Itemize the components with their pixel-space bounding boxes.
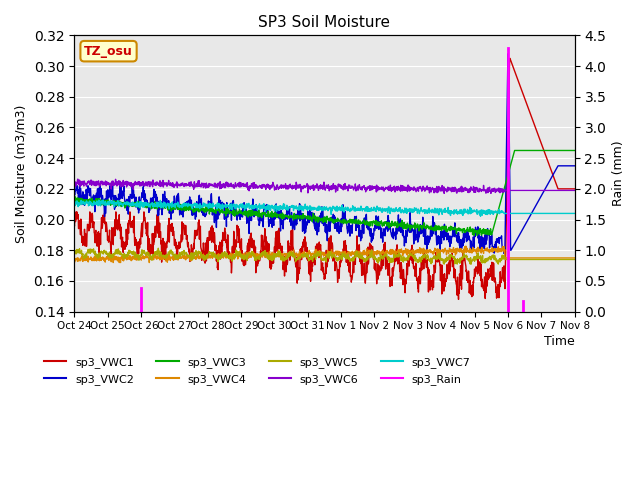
sp3_VWC7 — [283, 203, 291, 208]
sp3_VWC6 — [70, 177, 78, 183]
sp3_VWC3 — [70, 200, 78, 205]
sp3_VWC5 — [571, 257, 579, 263]
Line: sp3_VWC4: sp3_VWC4 — [74, 246, 575, 263]
sp3_VWC3 — [109, 200, 116, 206]
sp3_VWC6 — [487, 191, 495, 196]
sp3_VWC5 — [283, 256, 291, 262]
sp3_VWC2 — [109, 193, 116, 199]
Legend: sp3_VWC1, sp3_VWC2, sp3_VWC3, sp3_VWC4, sp3_VWC5, sp3_VWC6, sp3_VWC7, sp3_Rain: sp3_VWC1, sp3_VWC2, sp3_VWC3, sp3_VWC4, … — [40, 353, 475, 389]
sp3_VWC2 — [70, 187, 78, 193]
sp3_VWC5 — [440, 261, 448, 267]
sp3_VWC2 — [293, 221, 301, 227]
sp3_VWC3 — [571, 147, 579, 153]
sp3_VWC2 — [302, 222, 310, 228]
sp3_VWC4 — [109, 260, 117, 265]
Line: sp3_VWC2: sp3_VWC2 — [74, 54, 575, 253]
sp3_VWC1 — [454, 297, 462, 302]
sp3_VWC4 — [462, 243, 470, 249]
sp3_VWC4 — [70, 258, 78, 264]
Text: TZ_osu: TZ_osu — [84, 45, 133, 58]
sp3_VWC4 — [302, 252, 310, 258]
sp3_VWC7 — [293, 206, 301, 212]
sp3_VWC3 — [474, 233, 481, 239]
sp3_VWC7 — [477, 213, 484, 219]
sp3_VWC2 — [355, 233, 363, 239]
sp3_VWC6 — [74, 176, 82, 182]
sp3_VWC2 — [571, 163, 579, 168]
sp3_VWC5 — [293, 255, 301, 261]
Line: sp3_VWC3: sp3_VWC3 — [74, 150, 575, 236]
sp3_VWC1 — [293, 254, 301, 260]
sp3_VWC1 — [355, 242, 363, 248]
sp3_VWC3 — [355, 221, 363, 227]
sp3_VWC2 — [283, 211, 291, 217]
sp3_VWC2 — [504, 51, 512, 57]
sp3_VWC5 — [109, 251, 116, 257]
sp3_VWC6 — [130, 182, 138, 188]
sp3_VWC6 — [571, 188, 579, 193]
Y-axis label: Soil Moisture (m3/m3): Soil Moisture (m3/m3) — [15, 104, 28, 243]
sp3_VWC7 — [355, 207, 363, 213]
sp3_VWC1 — [571, 186, 579, 192]
sp3_VWC4 — [571, 255, 579, 261]
sp3_VWC1 — [283, 252, 291, 258]
Line: sp3_VWC6: sp3_VWC6 — [74, 179, 575, 193]
sp3_VWC4 — [130, 254, 138, 260]
sp3_VWC3 — [302, 214, 310, 219]
sp3_VWC1 — [302, 240, 310, 246]
sp3_VWC7 — [130, 203, 138, 208]
sp3_VWC4 — [283, 251, 291, 256]
Line: sp3_VWC5: sp3_VWC5 — [74, 248, 575, 264]
sp3_VWC1 — [109, 237, 116, 242]
sp3_VWC5 — [129, 252, 137, 258]
sp3_VWC3 — [129, 202, 137, 208]
sp3_VWC7 — [109, 200, 117, 205]
sp3_VWC3 — [283, 214, 291, 220]
Text: Time: Time — [544, 335, 575, 348]
sp3_VWC6 — [293, 185, 301, 191]
sp3_VWC4 — [109, 254, 116, 260]
sp3_VWC3 — [511, 147, 518, 153]
sp3_VWC1 — [129, 217, 137, 223]
sp3_VWC1 — [70, 221, 78, 227]
Y-axis label: Rain (mm): Rain (mm) — [612, 141, 625, 206]
sp3_VWC7 — [95, 197, 102, 203]
sp3_VWC2 — [500, 251, 508, 256]
sp3_VWC2 — [129, 185, 137, 191]
sp3_VWC5 — [70, 252, 78, 258]
sp3_VWC6 — [302, 182, 310, 188]
sp3_VWC1 — [506, 56, 513, 61]
sp3_VWC4 — [293, 252, 301, 258]
sp3_VWC7 — [70, 199, 78, 204]
sp3_VWC5 — [355, 252, 363, 258]
sp3_VWC7 — [302, 206, 310, 212]
sp3_VWC6 — [109, 178, 117, 184]
Title: SP3 Soil Moisture: SP3 Soil Moisture — [259, 15, 390, 30]
Line: sp3_VWC7: sp3_VWC7 — [74, 200, 575, 216]
sp3_VWC7 — [571, 211, 579, 216]
sp3_VWC3 — [293, 213, 301, 219]
Line: sp3_VWC1: sp3_VWC1 — [74, 59, 575, 300]
sp3_VWC5 — [154, 245, 162, 251]
sp3_VWC6 — [283, 183, 291, 189]
sp3_VWC5 — [302, 254, 310, 260]
sp3_VWC6 — [355, 182, 363, 188]
sp3_VWC4 — [355, 251, 363, 257]
